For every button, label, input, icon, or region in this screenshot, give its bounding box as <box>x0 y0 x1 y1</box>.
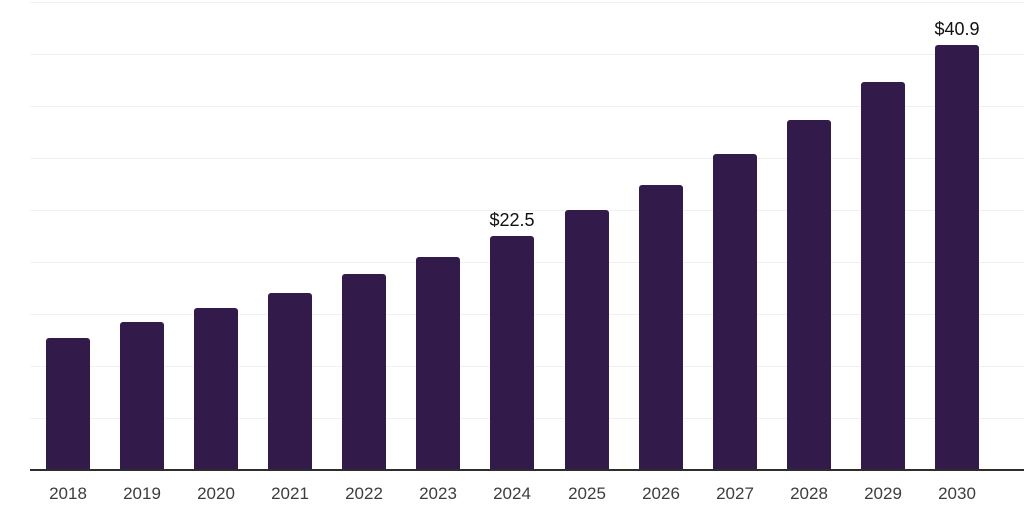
x-axis-line <box>30 469 1024 471</box>
bar-2029 <box>861 82 905 470</box>
bar-2023 <box>416 257 460 470</box>
x-tick-label-2021: 2021 <box>271 484 309 503</box>
x-tick-label-2022: 2022 <box>345 484 383 503</box>
bar-2028 <box>787 120 831 470</box>
x-tick-label-2018: 2018 <box>49 484 87 503</box>
bar-2020 <box>194 308 238 470</box>
data-label-2030: $40.9 <box>934 19 980 39</box>
gridline <box>30 2 1024 3</box>
data-label-2024: $22.5 <box>489 210 535 230</box>
x-tick-label-2024: 2024 <box>493 484 531 503</box>
x-tick-label-2027: 2027 <box>716 484 754 503</box>
bar-2025 <box>565 210 609 470</box>
bar-2027 <box>713 154 757 470</box>
x-tick-label-2028: 2028 <box>790 484 828 503</box>
x-tick-label-2029: 2029 <box>864 484 902 503</box>
bar-2021 <box>268 293 312 470</box>
x-tick-label-2026: 2026 <box>642 484 680 503</box>
gridline <box>30 54 1024 55</box>
bar-2019 <box>120 322 164 470</box>
x-tick-label-2030: 2030 <box>938 484 976 503</box>
x-tick-label-2025: 2025 <box>568 484 606 503</box>
bar-2022 <box>342 274 386 470</box>
bar-2018 <box>46 338 90 470</box>
bar-2030 <box>935 45 979 470</box>
bar-2026 <box>639 185 683 470</box>
x-tick-label-2020: 2020 <box>197 484 235 503</box>
x-tick-label-2023: 2023 <box>419 484 457 503</box>
x-tick-label-2019: 2019 <box>123 484 161 503</box>
bar-2024 <box>490 236 534 470</box>
